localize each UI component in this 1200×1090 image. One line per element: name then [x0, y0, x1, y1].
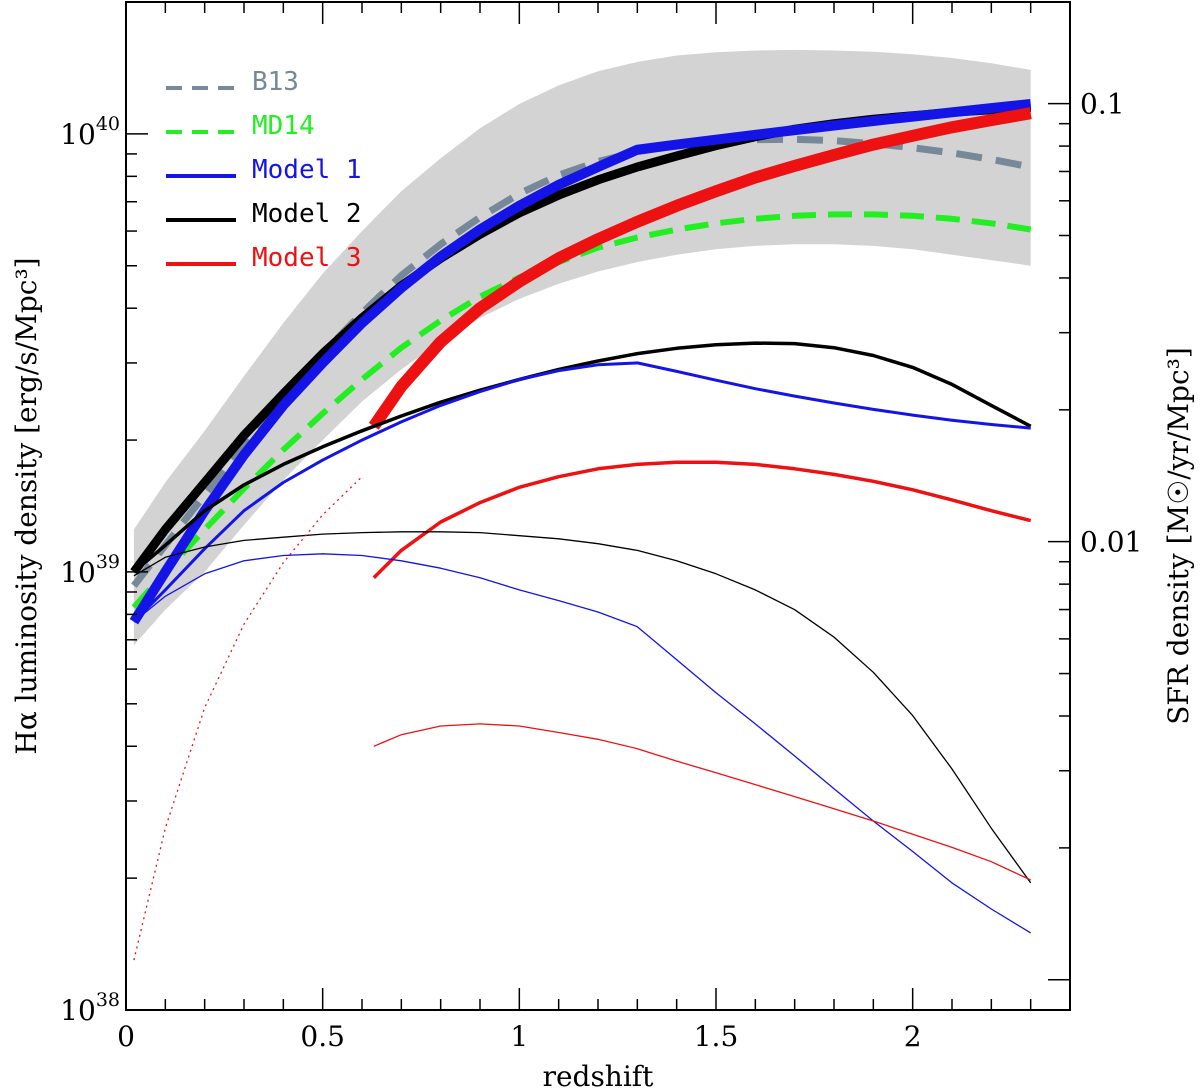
series-line-model-3 [368, 107, 1032, 430]
legend-label-model-1: Model 1 [252, 155, 362, 185]
series-line-md14 [131, 211, 1032, 610]
x-tick-label: 0.5 [300, 1020, 345, 1053]
series-layer [129, 99, 1032, 961]
series-line-model-2-thin [133, 531, 1032, 884]
series-line-model-3-thin [373, 723, 1031, 881]
x-tick-label: 1 [510, 1020, 528, 1053]
series-line-model-3-dotted [133, 476, 363, 961]
series-line-model-2-medium [132, 341, 1032, 574]
series-line-model-1 [129, 99, 1032, 625]
uncertainty-band-layer [133, 49, 1031, 646]
y-right-axis-title: SFR density [M☉/yr/Mpc³] [1162, 347, 1195, 725]
x-tick-label: 0 [117, 1020, 135, 1053]
x-tick-label-layer: 0 0.5 1 1.5 2 [117, 1020, 921, 1053]
y-left-tick-label: 1040 [60, 113, 120, 151]
legend-label-model-2: Model 2 [252, 199, 362, 229]
x-tick-label: 1.5 [694, 1020, 739, 1053]
y-left-tick-label: 1039 [60, 551, 120, 589]
uncertainty-band [133, 49, 1031, 646]
y-right-tick-label: 0.01 [1080, 526, 1142, 559]
y-left-tick-label-layer: 1038 1039 1040 [60, 113, 120, 1027]
y-right-tick-label-layer: 0.01 0.1 [1080, 88, 1142, 559]
legend-label-b13: B13 [252, 67, 299, 97]
series-line-model-1-thin [133, 553, 1032, 934]
legend-label-model-3: Model 3 [252, 243, 362, 273]
series-line-model-3-medium [372, 460, 1032, 579]
y-left-axis-title: Hα luminosity density [erg/s/Mpc³] [10, 257, 43, 754]
y-right-tick-label: 0.1 [1080, 88, 1125, 121]
x-axis-title: redshift [543, 1060, 655, 1090]
series-line-model-1-medium [132, 361, 1031, 623]
legend: B13 MD14 Model 1 Model 2 Model 3 [166, 67, 362, 273]
plot-frame [125, 1, 1071, 1011]
y-left-tick-label: 1038 [60, 989, 120, 1027]
legend-label-md14: MD14 [252, 111, 315, 141]
x-tick-label: 2 [904, 1020, 922, 1053]
